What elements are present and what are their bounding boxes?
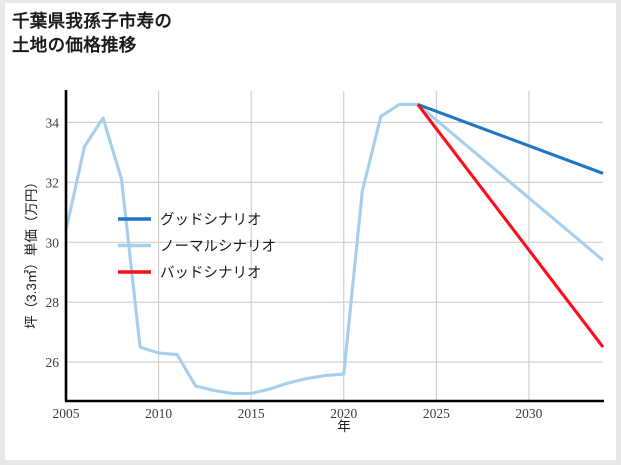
x-tick-label: 2020 — [330, 406, 357, 421]
x-tick-label: 2010 — [145, 406, 172, 421]
data-series — [64, 102, 605, 396]
x-axis-title: 年 — [337, 419, 351, 434]
x-tick-label: 2025 — [423, 406, 450, 421]
y-tick-label: 34 — [46, 115, 60, 130]
land-price-line-chart: 2005 2010 2015 2020 2025 2030 26 28 30 32 34 グッドシ… — [24, 90, 605, 434]
axis-lines — [64, 90, 604, 403]
page-title: 千葉県我孫子市寿の 土地の価格推移 — [12, 11, 173, 56]
gridlines — [65, 91, 603, 401]
y-tick-label: 32 — [46, 175, 60, 190]
legend-label-normal: ノーマルシナリオ — [160, 239, 276, 255]
y-axis-tick-labels: 26 28 30 32 34 — [46, 115, 60, 370]
y-axis-title: 坪（3.3㎡）単価（万円） — [24, 175, 39, 329]
legend-label-good: グッドシナリオ — [160, 212, 262, 229]
y-tick-label: 26 — [46, 355, 60, 370]
legend-label-bad: バッドシナリオ — [160, 266, 262, 282]
x-tick-label: 2030 — [515, 406, 542, 421]
x-tick-label: 2005 — [53, 406, 80, 421]
y-tick-label: 28 — [46, 295, 60, 310]
chart-figure: 千葉県我孫子市寿の 土地の価格推移 2005 2010 2015 2020 2025 20… — [5, 3, 616, 460]
x-axis-tick-labels: 2005 2010 2015 2020 2025 2030 — [53, 406, 543, 421]
y-tick-label: 30 — [46, 235, 60, 250]
x-tick-label: 2015 — [238, 406, 265, 421]
